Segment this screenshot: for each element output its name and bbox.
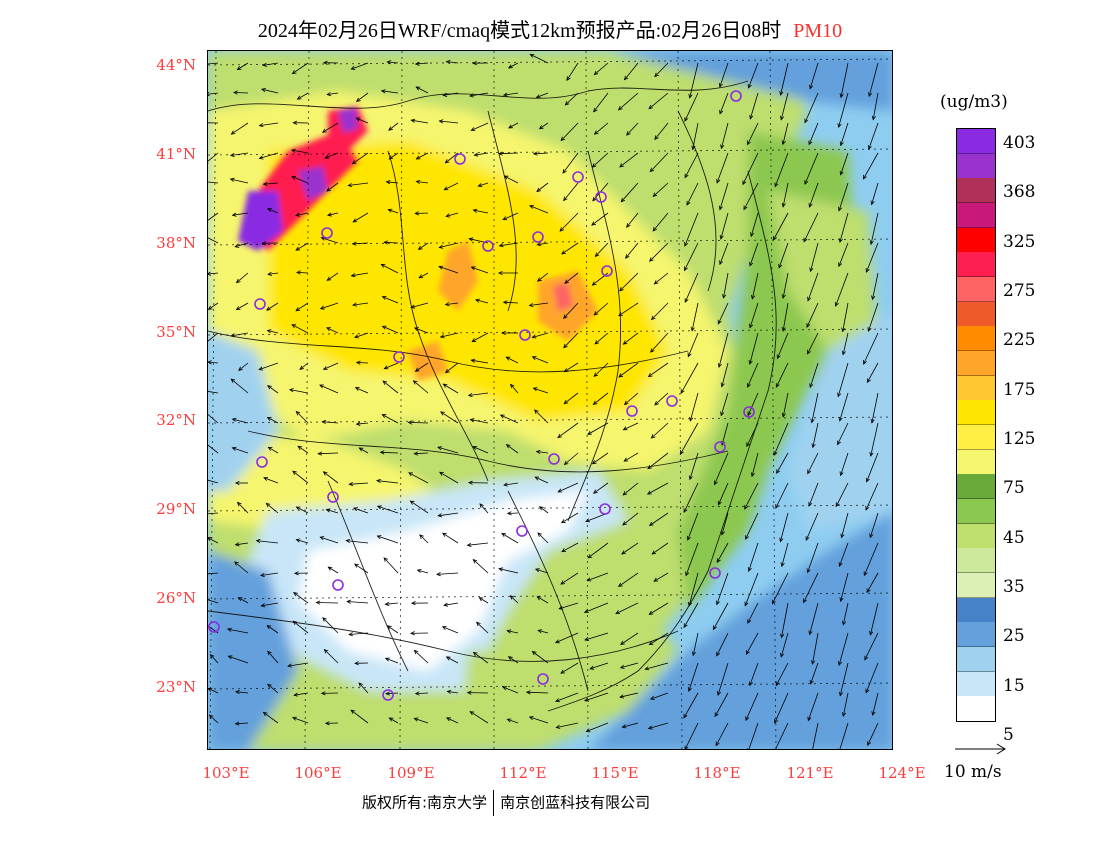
lat-tick-label: 44°N: [156, 56, 196, 74]
legend-color-box: [957, 573, 995, 599]
legend-label: 5: [1003, 725, 1014, 745]
legend-color-box: [957, 351, 995, 377]
legend-color-box: [957, 597, 995, 623]
map-title: 2024年02月26日WRF/cmaq模式12km预报产品:02月26日08时 P…: [0, 14, 1100, 42]
lon-tick-label: 106°E: [294, 764, 342, 782]
legend-color-box: [957, 647, 995, 673]
footer: 版权所有:南京大学 南京创蓝科技有限公司: [362, 790, 650, 816]
map-canvas: [208, 51, 892, 749]
legend-color-box: [957, 129, 995, 155]
legend-color-box: [957, 326, 995, 352]
vector-reference-label: 10 m/s: [944, 762, 1002, 782]
legend-color-box: [957, 671, 995, 697]
legend-label: 275: [1003, 281, 1036, 301]
legend-label: 125: [1003, 429, 1036, 449]
footer-copyright: 版权所有:南京大学: [362, 793, 488, 812]
legend-color-box: [957, 696, 995, 722]
lat-tick-label: 38°N: [156, 234, 196, 252]
lon-tick-label: 118°E: [693, 764, 741, 782]
legend-label: 15: [1003, 675, 1025, 696]
legend-label: 75: [1003, 478, 1025, 499]
legend-color-box: [957, 227, 995, 253]
legend-color-box: [957, 375, 995, 401]
legend-color-box: [957, 178, 995, 204]
legend-color-box: [957, 301, 995, 327]
legend-label: 175: [1003, 379, 1036, 400]
legend-color-box: [957, 523, 995, 549]
legend-color-box: [957, 153, 995, 179]
title-main: 2024年02月26日WRF/cmaq模式12km预报产品:02月26日08时: [257, 20, 782, 42]
footer-separator: [493, 790, 495, 816]
lat-tick-label: 26°N: [156, 589, 196, 607]
legend-color-box: [957, 203, 995, 229]
legend-unit: (ug/m3): [940, 92, 1008, 112]
lon-tick-label: 121°E: [786, 764, 834, 782]
legend-color-box: [957, 252, 995, 278]
legend-color-box: [957, 622, 995, 648]
lat-tick-label: 29°N: [156, 500, 196, 518]
lon-tick-label: 103°E: [202, 764, 250, 782]
lon-tick-label: 112°E: [499, 764, 547, 782]
legend-color-box: [957, 425, 995, 451]
lon-tick-label: 124°E: [878, 764, 926, 782]
boundary-lines: [208, 80, 777, 712]
station-markers: [208, 90, 755, 701]
legend-color-box: [957, 548, 995, 574]
legend-color-box: [957, 400, 995, 426]
legend-color-box: [957, 277, 995, 303]
lat-tick-label: 35°N: [156, 323, 196, 341]
wind-vectors: [208, 54, 879, 749]
legend-label: 368: [1003, 182, 1036, 203]
color-legend: [956, 128, 996, 722]
lat-tick-label: 41°N: [156, 145, 196, 163]
forecast-map: [207, 50, 893, 750]
legend-label: 403: [1003, 133, 1036, 153]
legend-label: 45: [1003, 527, 1025, 548]
vector-reference-arrow: [955, 743, 1006, 755]
lat-tick-label: 23°N: [156, 678, 196, 696]
lat-tick-label: 32°N: [156, 411, 196, 429]
legend-label: 35: [1003, 577, 1025, 597]
legend-label: 225: [1003, 330, 1036, 351]
legend-color-box: [957, 474, 995, 500]
lon-tick-label: 109°E: [387, 764, 435, 782]
lon-tick-label: 115°E: [591, 764, 639, 782]
footer-company: 南京创蓝科技有限公司: [500, 793, 651, 812]
title-pollutant: PM10: [793, 20, 843, 42]
legend-color-box: [957, 449, 995, 475]
legend-label: 25: [1003, 626, 1025, 647]
legend-label: 325: [1003, 231, 1036, 252]
legend-color-box: [957, 499, 995, 525]
